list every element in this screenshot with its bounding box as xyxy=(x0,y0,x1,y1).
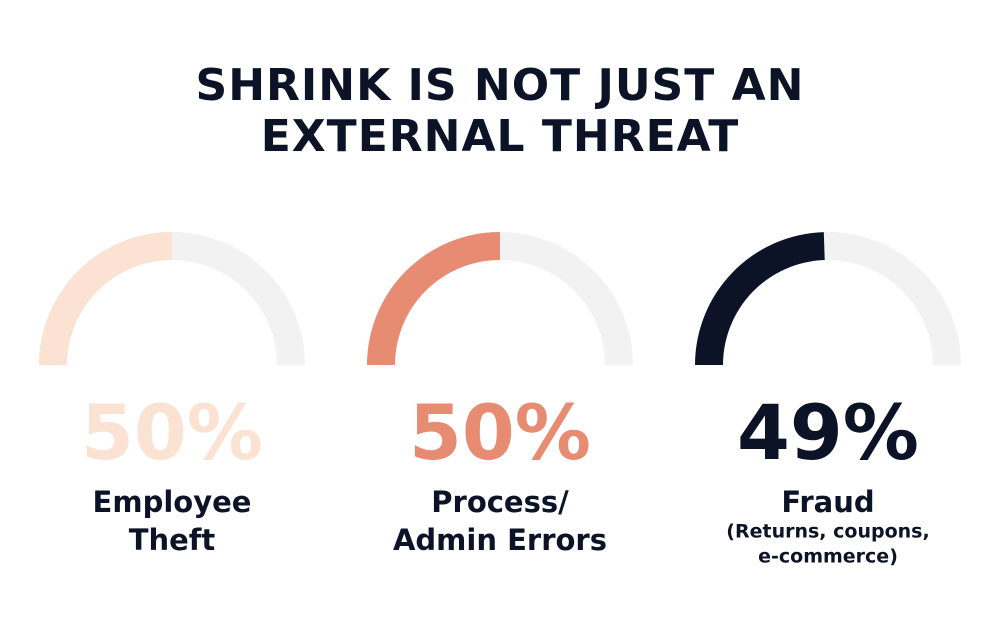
gauge-fill xyxy=(39,232,172,365)
gauge-sublabel: e-commerce) xyxy=(758,546,898,568)
value-label: 49% xyxy=(737,388,919,477)
gauge-sublabel: (Returns, coupons, xyxy=(726,521,929,543)
gauge-fill xyxy=(695,232,825,365)
title-line: EXTERNAL THREAT xyxy=(261,111,740,162)
value-label: 50% xyxy=(81,388,263,477)
gauge-label: Admin Errors xyxy=(393,523,607,557)
gauge-label: Process/ xyxy=(431,485,569,519)
title-line: SHRINK IS NOT JUST AN xyxy=(196,60,805,111)
gauge-label: Employee xyxy=(93,485,252,519)
gauge-label: Fraud xyxy=(781,485,874,519)
gauge-label: Theft xyxy=(129,523,216,557)
gauge-fill xyxy=(367,232,500,365)
value-label: 50% xyxy=(409,388,591,477)
